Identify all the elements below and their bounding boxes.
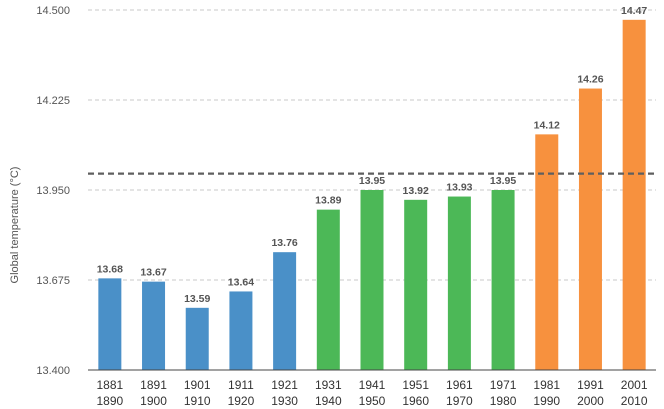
- y-tick-label: 14.225: [36, 95, 70, 107]
- x-tick-label-start: 1941: [359, 378, 386, 392]
- bar: [404, 199, 428, 370]
- bar-value-label: 14.12: [534, 119, 560, 131]
- bar-value-label: 13.59: [184, 293, 210, 305]
- y-tick-label: 13.675: [36, 275, 70, 287]
- x-tick-label-end: 1970: [446, 394, 473, 408]
- bar-value-label: 14.26: [577, 74, 603, 86]
- x-tick-label-start: 1931: [315, 378, 342, 392]
- x-tick-label-end: 1990: [533, 394, 560, 408]
- bar-value-label: 13.89: [315, 195, 341, 207]
- bar-value-label: 13.95: [359, 175, 385, 187]
- bar: [578, 88, 602, 370]
- x-tick-label-start: 1991: [577, 378, 604, 392]
- x-tick-label-end: 1950: [359, 394, 386, 408]
- x-tick-label-start: 1901: [184, 378, 211, 392]
- y-tick-label: 14.500: [36, 5, 70, 17]
- bar-layer: [98, 19, 646, 371]
- x-tick-label-end: 1980: [490, 394, 517, 408]
- x-tick-label-start: 1921: [271, 378, 298, 392]
- x-tick-label-start: 1971: [490, 378, 517, 392]
- x-tick-label-end: 2010: [621, 394, 648, 408]
- bar-value-label: 13.76: [271, 237, 297, 249]
- y-tick-label: 13.950: [36, 185, 70, 197]
- x-tick-label-start: 1911: [228, 378, 254, 392]
- x-tick-label-end: 1920: [228, 394, 255, 408]
- bar-value-label: 13.64: [228, 276, 254, 288]
- bar: [447, 196, 471, 370]
- bar: [273, 252, 297, 370]
- label-layer: 13.68 13.67 13.59 13.64 13.76 13.89 13.95 13.92…: [88, 5, 656, 305]
- x-tick-label-end: 1960: [402, 394, 429, 408]
- bar: [142, 281, 166, 370]
- x-tick-label-start: 1961: [446, 378, 473, 392]
- x-tick-label-start: 1891: [140, 378, 167, 392]
- bar: [229, 291, 253, 370]
- bar: [622, 19, 646, 371]
- bar-value-label: 13.68: [97, 263, 123, 275]
- x-tick-label-end: 1900: [140, 394, 167, 408]
- bar: [185, 307, 209, 370]
- x-tick-label-end: 2000: [577, 394, 604, 408]
- x-tick-label-end: 1930: [271, 394, 298, 408]
- x-tick-label-start: 1981: [533, 378, 560, 392]
- x-tick-label-end: 1940: [315, 394, 342, 408]
- axis-layer: 13.400 13.675 13.950 14.225 14.500 1881 1890 18…: [36, 5, 656, 408]
- x-tick-label-end: 1910: [184, 394, 211, 408]
- bar-value-label: 14.47: [621, 5, 647, 17]
- bar-value-label: 13.95: [490, 175, 516, 187]
- x-tick-label-start: 2001: [621, 378, 648, 392]
- y-axis-label: Global temperature (°C): [9, 167, 21, 284]
- bar: [491, 190, 515, 370]
- bar-value-label: 13.93: [446, 182, 472, 194]
- x-tick-label-start: 1881: [96, 378, 123, 392]
- bar-value-label: 13.67: [140, 267, 166, 279]
- bar: [316, 209, 340, 370]
- y-tick-label: 13.400: [36, 365, 70, 377]
- bar-value-label: 13.92: [403, 185, 429, 197]
- x-tick-label-start: 1951: [402, 378, 429, 392]
- bar: [360, 190, 384, 370]
- x-tick-label-end: 1890: [96, 394, 123, 408]
- bar: [535, 134, 559, 370]
- bar: [98, 278, 122, 370]
